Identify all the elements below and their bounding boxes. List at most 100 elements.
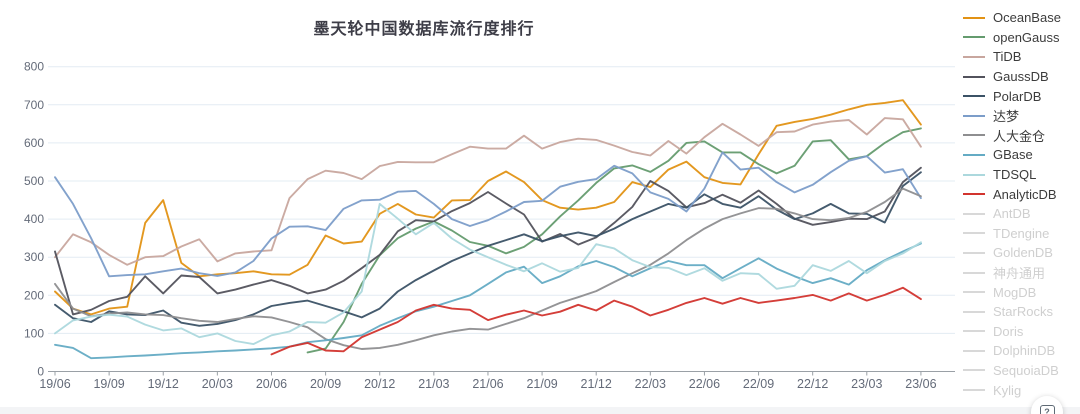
legend-line-icon — [963, 251, 985, 254]
x-axis-label: 20/06 — [256, 377, 287, 391]
legend-line-icon — [963, 75, 985, 78]
legend-item-AntDB[interactable]: AntDB — [963, 204, 1061, 224]
help-icon: ? — [1039, 404, 1055, 414]
x-axis-label: 19/09 — [93, 377, 124, 391]
legend-item-label: TDSQL — [993, 167, 1037, 183]
legend-item-TDSQL[interactable]: TDSQL — [963, 165, 1061, 185]
x-axis-label: 20/03 — [202, 377, 233, 391]
legend-line-icon — [963, 369, 985, 372]
x-axis-label: 23/03 — [851, 377, 882, 391]
legend-line-icon — [963, 173, 985, 176]
legend-item-GoldenDB[interactable]: GoldenDB — [963, 243, 1061, 263]
legend-item-label: StarRocks — [993, 304, 1053, 320]
legend-line-icon — [963, 16, 985, 19]
legend-item-GaussDB[interactable]: GaussDB — [963, 67, 1061, 87]
legend-line-icon — [963, 36, 985, 39]
legend-item-StarRocks[interactable]: StarRocks — [963, 302, 1061, 322]
legend-line-icon — [963, 232, 985, 235]
legend-item-AnalyticDB[interactable]: AnalyticDB — [963, 184, 1061, 204]
legend-item-label: openGauss — [993, 29, 1060, 45]
help-button[interactable]: ? — [1031, 396, 1063, 414]
y-axis-label: 400 — [24, 212, 44, 226]
legend-item-label: AntDB — [993, 206, 1031, 222]
series-line-达梦[interactable] — [54, 151, 922, 278]
legend-line-icon — [963, 114, 985, 117]
legend-line-icon — [963, 271, 985, 274]
x-axis-label: 21/09 — [526, 377, 557, 391]
legend-item-label: GaussDB — [993, 69, 1049, 85]
legend-line-icon — [963, 55, 985, 58]
legend-item-label: MogDB — [993, 284, 1037, 300]
legend-item-OceanBase[interactable]: OceanBase — [963, 8, 1061, 28]
x-axis-label: 21/03 — [418, 377, 449, 391]
legend-item-SequoiaDB[interactable]: SequoiaDB — [963, 361, 1061, 381]
series-line-PolarDB[interactable] — [54, 171, 922, 327]
legend-item-label: GBase — [993, 147, 1033, 163]
legend-item-label: Doris — [993, 323, 1024, 339]
x-axis-label: 20/09 — [310, 377, 341, 391]
legend-item-label: 人大金仓 — [993, 128, 1046, 144]
legend-item-label: OceanBase — [993, 10, 1061, 26]
series-line-GaussDB[interactable] — [54, 166, 922, 316]
x-axis-label: 22/12 — [797, 377, 828, 391]
legend-item-label: PolarDB — [993, 88, 1042, 104]
legend-item-label: 达梦 — [993, 109, 1020, 125]
legend-line-icon — [963, 193, 985, 196]
legend-item-PolarDB[interactable]: PolarDB — [963, 86, 1061, 106]
y-axis-label: 700 — [24, 98, 44, 112]
legend-line-icon — [963, 330, 985, 333]
legend-item-label: TiDB — [993, 49, 1022, 65]
y-axis-label: 300 — [24, 250, 44, 264]
y-axis-label: 500 — [24, 174, 44, 188]
series-line-GBase[interactable] — [54, 242, 922, 360]
x-axis-label: 23/06 — [905, 377, 936, 391]
x-axis-label: 20/12 — [364, 377, 395, 391]
y-axis-label: 0 — [37, 365, 44, 379]
legend-item-人大金仓[interactable]: 人大金仓 — [963, 126, 1061, 146]
legend-line-icon — [963, 310, 985, 313]
legend-line-icon — [963, 349, 985, 352]
legend-item-神舟通用[interactable]: 神舟通用 — [963, 263, 1061, 283]
legend-item-DolphinDB[interactable]: DolphinDB — [963, 341, 1061, 361]
series-line-AnalyticDB[interactable] — [270, 286, 922, 356]
legend-item-TiDB[interactable]: TiDB — [963, 47, 1061, 67]
y-axis-label: 800 — [24, 60, 44, 74]
x-axis-label: 22/06 — [689, 377, 720, 391]
legend-item-GBase[interactable]: GBase — [963, 145, 1061, 165]
legend-item-达梦[interactable]: 达梦 — [963, 106, 1061, 126]
legend-item-label: AnalyticDB — [993, 186, 1057, 202]
legend-item-Kylig[interactable]: Kylig — [963, 380, 1061, 400]
series-line-openGauss[interactable] — [306, 127, 922, 354]
chart-title: 墨天轮中国数据库流行度排行 — [313, 21, 535, 38]
legend-item-MogDB[interactable]: MogDB — [963, 282, 1061, 302]
legend-item-openGauss[interactable]: openGauss — [963, 28, 1061, 48]
legend-item-TDengine[interactable]: TDengine — [963, 224, 1061, 244]
series-line-TiDB[interactable] — [54, 117, 922, 266]
y-axis-label: 100 — [24, 326, 44, 340]
legend-item-label: GoldenDB — [993, 245, 1053, 261]
legend-item-Doris[interactable]: Doris — [963, 322, 1061, 342]
legend-line-icon — [963, 95, 985, 98]
legend-line-icon — [963, 153, 985, 156]
x-axis-label: 21/06 — [472, 377, 503, 391]
legend-line-icon — [963, 389, 985, 392]
y-axis-label: 600 — [24, 136, 44, 150]
legend-item-label: 神舟通用 — [993, 266, 1046, 282]
series-line-人大金仓[interactable] — [54, 187, 922, 350]
page-bottom-strip — [0, 407, 1080, 414]
legend-line-icon — [963, 134, 985, 137]
legend-item-label: DolphinDB — [993, 343, 1056, 359]
chart-legend: OceanBase openGauss TiDB GaussDB PolarDB 达梦人大… — [963, 8, 1061, 400]
legend-line-icon — [963, 212, 985, 215]
legend-item-label: SequoiaDB — [993, 362, 1059, 378]
legend-line-icon — [963, 291, 985, 294]
y-axis-label: 200 — [24, 288, 44, 302]
series-line-TDSQL[interactable] — [54, 202, 922, 346]
x-axis-label: 22/09 — [743, 377, 774, 391]
legend-item-label: Kylig — [993, 382, 1022, 398]
x-axis-label: 22/03 — [635, 377, 666, 391]
x-axis-label: 19/12 — [148, 377, 179, 391]
x-axis-label: 21/12 — [581, 377, 612, 391]
